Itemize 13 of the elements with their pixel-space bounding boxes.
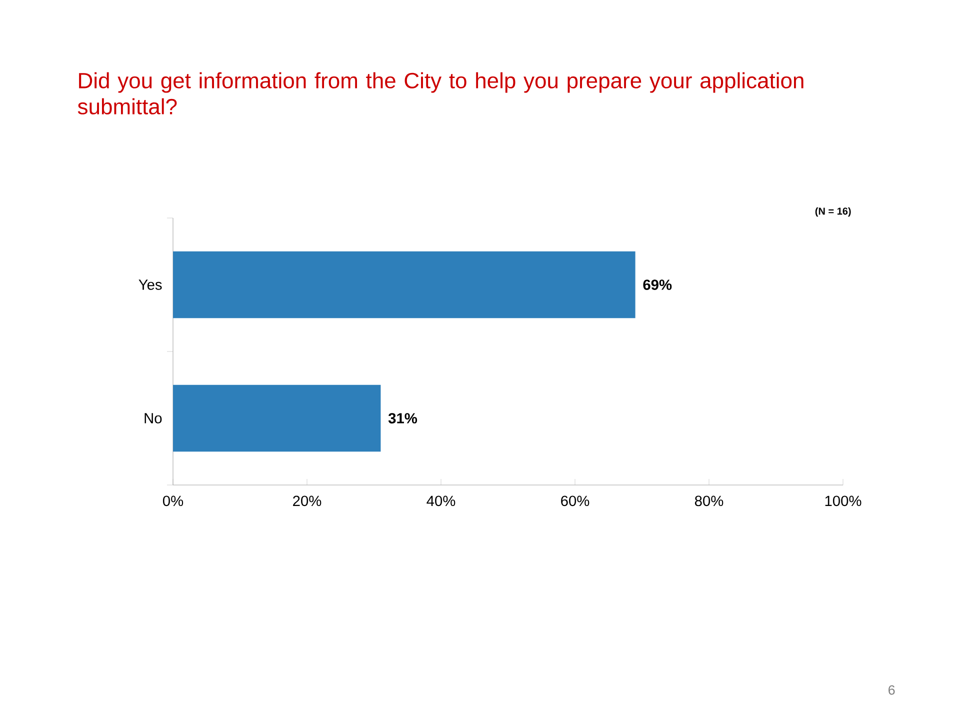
data-label: 69%	[643, 280, 672, 290]
text: (N = 16)	[815, 207, 851, 217]
x-tick-label: 100%	[825, 496, 862, 506]
x-tick-label: 20%	[293, 496, 322, 506]
x-tick-label: 40%	[426, 496, 456, 506]
data-label: 31%	[388, 413, 418, 424]
x-tick-label: 80%	[694, 496, 724, 506]
chart-title: Did you get information from the City to help you prepare your application submittal?	[78, 72, 804, 114]
y-tick-label: No	[144, 413, 162, 424]
x-tick-label: 60%	[561, 496, 590, 506]
text: 6	[888, 685, 895, 695]
y-tick-label: Yes	[138, 280, 162, 290]
x-tick-label: 0%	[162, 496, 184, 506]
